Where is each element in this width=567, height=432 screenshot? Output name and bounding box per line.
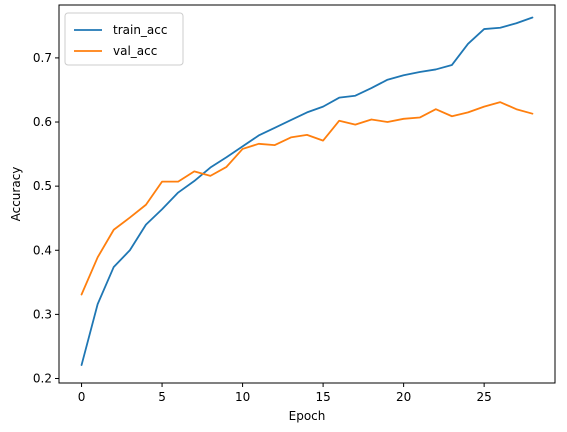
y-tick-label: 0.6 bbox=[33, 115, 52, 129]
x-tick-label: 15 bbox=[315, 390, 330, 404]
x-axis: 0 5 10 15 20 25 bbox=[78, 383, 492, 404]
plot-frame bbox=[59, 5, 555, 383]
axes-border bbox=[58, 4, 556, 384]
legend: train_acc val_acc bbox=[64, 12, 184, 66]
x-tick-label: 25 bbox=[476, 390, 491, 404]
legend-box bbox=[64, 12, 184, 66]
x-tick-label: 5 bbox=[158, 390, 166, 404]
plot-area bbox=[58, 4, 556, 384]
x-axis-label: Epoch bbox=[289, 409, 326, 423]
y-tick-label: 0.4 bbox=[33, 243, 52, 257]
x-tick-label: 0 bbox=[78, 390, 86, 404]
y-axis-label: Accuracy bbox=[9, 167, 23, 222]
series-layer bbox=[80, 16, 534, 366]
y-tick-label: 0.7 bbox=[33, 51, 52, 65]
y-tick-label: 0.3 bbox=[33, 307, 52, 321]
x-tick-label: 20 bbox=[396, 390, 411, 404]
legend-label-train-acc: train_acc bbox=[113, 23, 167, 37]
y-tick-label: 0.2 bbox=[33, 372, 52, 386]
y-tick-label: 0.5 bbox=[33, 179, 52, 193]
y-axis: 0.2 0.3 0.4 0.5 0.6 0.7 bbox=[33, 51, 59, 386]
legend-label-val-acc: val_acc bbox=[113, 44, 157, 58]
x-tick-label: 10 bbox=[235, 390, 250, 404]
